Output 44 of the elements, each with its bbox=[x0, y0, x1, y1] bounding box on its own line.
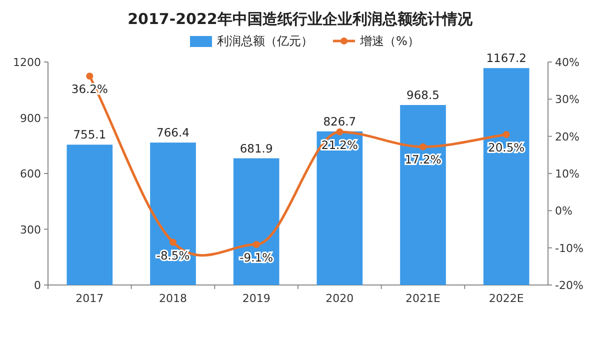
y-tick-label: 600 bbox=[20, 168, 41, 180]
data-label: 681.9 bbox=[240, 141, 273, 156]
x-tick-label: 2020 bbox=[326, 292, 354, 305]
y-tick-label: 0 bbox=[34, 279, 41, 292]
data-label: 17.2% bbox=[404, 152, 442, 167]
x-tick-label: 2017 bbox=[76, 292, 104, 305]
x-tick-label: 2021E bbox=[406, 292, 441, 305]
data-label: 21.2% bbox=[321, 138, 358, 152]
x-tick-label: 2022E bbox=[488, 292, 524, 305]
point bbox=[420, 143, 426, 150]
chart-title: 2017-2022年中国造纸行业企业利润总额统计情况 bbox=[128, 10, 474, 28]
bar bbox=[316, 131, 363, 285]
point bbox=[170, 238, 176, 246]
bar bbox=[233, 158, 280, 285]
data-label: -8.5% bbox=[156, 248, 190, 262]
y2-tick-label: 30% bbox=[555, 93, 580, 106]
legend-label: 增速（%） bbox=[359, 34, 420, 48]
data-label: 766.4 bbox=[156, 126, 190, 140]
legend-label: 利润总额（亿元） bbox=[217, 34, 313, 48]
data-label: 968.5 bbox=[406, 88, 440, 102]
data-label: 826.7 bbox=[323, 114, 356, 128]
y2-tick-label: -20% bbox=[555, 279, 584, 292]
point bbox=[86, 72, 94, 80]
y-tick-label: 900 bbox=[20, 112, 41, 125]
y-tick-label: 1200 bbox=[13, 56, 41, 69]
point bbox=[336, 128, 344, 136]
y2-tick-label: 20% bbox=[555, 130, 580, 144]
data-label: 20.5% bbox=[488, 140, 525, 154]
point bbox=[502, 130, 510, 138]
data-label: 1167.2 bbox=[486, 51, 526, 66]
bar bbox=[400, 105, 446, 285]
y2-tick-label: 40% bbox=[555, 56, 580, 69]
data-label: -9.1% bbox=[240, 250, 274, 264]
data-label: 755.1 bbox=[73, 128, 106, 142]
y2-tick-label: 10% bbox=[555, 168, 580, 180]
x-tick-label: 2018 bbox=[159, 292, 187, 305]
y2-tick-label: 0% bbox=[555, 204, 572, 218]
y2-tick-label: -10% bbox=[555, 242, 584, 255]
point bbox=[252, 240, 260, 248]
bar bbox=[150, 142, 196, 285]
y-tick-label: 300 bbox=[20, 223, 41, 236]
bar bbox=[66, 144, 113, 285]
x-tick-label: 2019 bbox=[242, 292, 270, 305]
bar bbox=[483, 68, 530, 285]
